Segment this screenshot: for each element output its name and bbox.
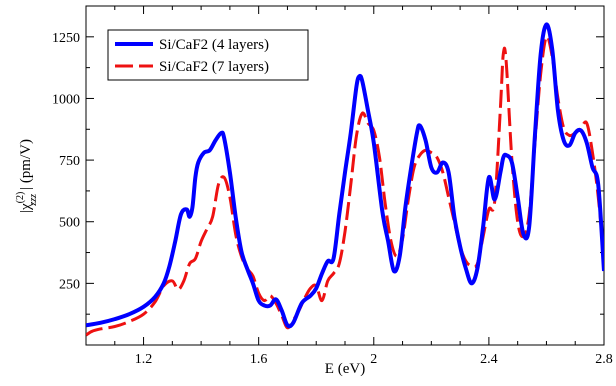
series-lines [86,22,604,337]
legend: Si/CaF2 (4 layers) Si/CaF2 (7 layers) [107,29,309,81]
y-tick-label: 750 [59,154,80,169]
y-axis-label: |χ(2) zzz | (pm/V) [15,139,39,213]
y-axis-label-sub: zzz [28,194,39,207]
y-tick-label: 500 [59,216,80,231]
y-tick-label: 250 [59,277,80,292]
y-tick-label: 1000 [52,92,80,107]
legend-label-4-layers: Si/CaF2 (4 layers) [159,37,269,53]
x-tick-label: 1.2 [135,352,153,367]
y-axis-label-sup: (2) [15,192,26,204]
x-axis-label: E (eV) [325,361,365,377]
x-tick-label: 2 [370,352,377,367]
series-line-4-layers [86,22,604,329]
x-tick-label: 2.8 [595,352,613,367]
y-axis-label-suffix: | (pm/V) [18,139,34,190]
x-tick-label: 1.6 [250,352,268,367]
x-axis: 1.2 1.6 2 2.4 2.8 [85,6,613,367]
legend-label-7-layers: Si/CaF2 (7 layers) [159,59,269,75]
y-axis: 250 500 750 1000 1250 [52,5,604,315]
y-tick-label: 1250 [52,31,80,46]
x-tick-label: 2.4 [480,352,498,367]
y-axis-label-prefix: |χ [18,203,34,213]
legend-box [107,29,309,81]
